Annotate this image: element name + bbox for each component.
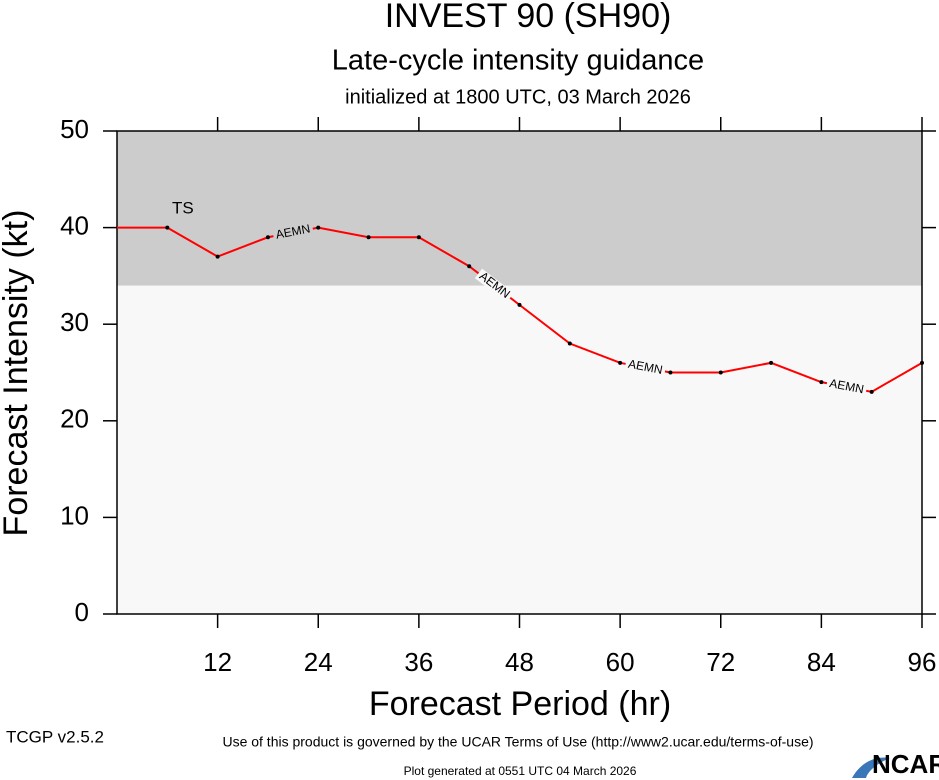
chart-title: INVEST 90 (SH90) xyxy=(385,0,672,35)
x-tick-label: 12 xyxy=(203,647,232,677)
x-tick-label: 84 xyxy=(807,647,836,677)
x-tick-label: 48 xyxy=(505,647,534,677)
y-tick-label: 0 xyxy=(75,597,89,627)
y-tick-label: 30 xyxy=(60,307,89,337)
data-point xyxy=(215,254,220,259)
y-tick-label: 10 xyxy=(60,500,89,530)
data-point xyxy=(517,302,522,307)
data-point xyxy=(165,225,170,230)
chart-subtitle: Late-cycle intensity guidance xyxy=(332,45,704,77)
logo-swoosh xyxy=(852,757,890,778)
terms-text: Use of this product is governed by the U… xyxy=(222,734,813,750)
x-tick-label: 36 xyxy=(404,647,433,677)
data-point xyxy=(467,264,472,269)
data-point xyxy=(819,380,824,385)
data-point xyxy=(366,235,371,240)
init-text: initialized at 1800 UTC, 03 March 2026 xyxy=(345,86,691,108)
data-point xyxy=(618,360,623,365)
y-axis-label: Forecast Intensity (kt) xyxy=(0,210,35,537)
series-label: AEMN xyxy=(627,357,664,377)
series-label: AEMN xyxy=(275,221,312,241)
label-gap xyxy=(624,358,667,378)
generated-text: Plot generated at 0551 UTC 04 March 2026 xyxy=(404,764,637,778)
label-gap xyxy=(272,222,314,243)
data-point xyxy=(567,341,572,346)
data-point xyxy=(265,235,270,240)
x-tick-label: 24 xyxy=(304,647,333,677)
data-point xyxy=(769,360,774,365)
data-point xyxy=(668,370,673,375)
data-point xyxy=(920,360,924,365)
series-label: AEMN xyxy=(828,376,865,396)
y-tick-label: 20 xyxy=(60,404,89,434)
x-tick-label: 60 xyxy=(606,647,635,677)
logo-text: NCAR xyxy=(872,749,939,779)
x-tick-label: 72 xyxy=(706,647,735,677)
x-axis-label: Forecast Period (hr) xyxy=(369,685,671,723)
version-text: TCGP v2.5.2 xyxy=(6,727,104,746)
label-gap xyxy=(825,377,868,397)
x-tick-label: 96 xyxy=(908,647,937,677)
data-point xyxy=(416,235,421,240)
y-tick-label: 50 xyxy=(60,114,89,144)
band-label: TS xyxy=(172,198,194,217)
intensity-band xyxy=(117,131,922,286)
data-point xyxy=(869,389,874,394)
data-point xyxy=(718,370,723,375)
label-gap xyxy=(474,268,514,303)
data-point xyxy=(316,225,321,230)
y-tick-label: 40 xyxy=(60,210,89,240)
